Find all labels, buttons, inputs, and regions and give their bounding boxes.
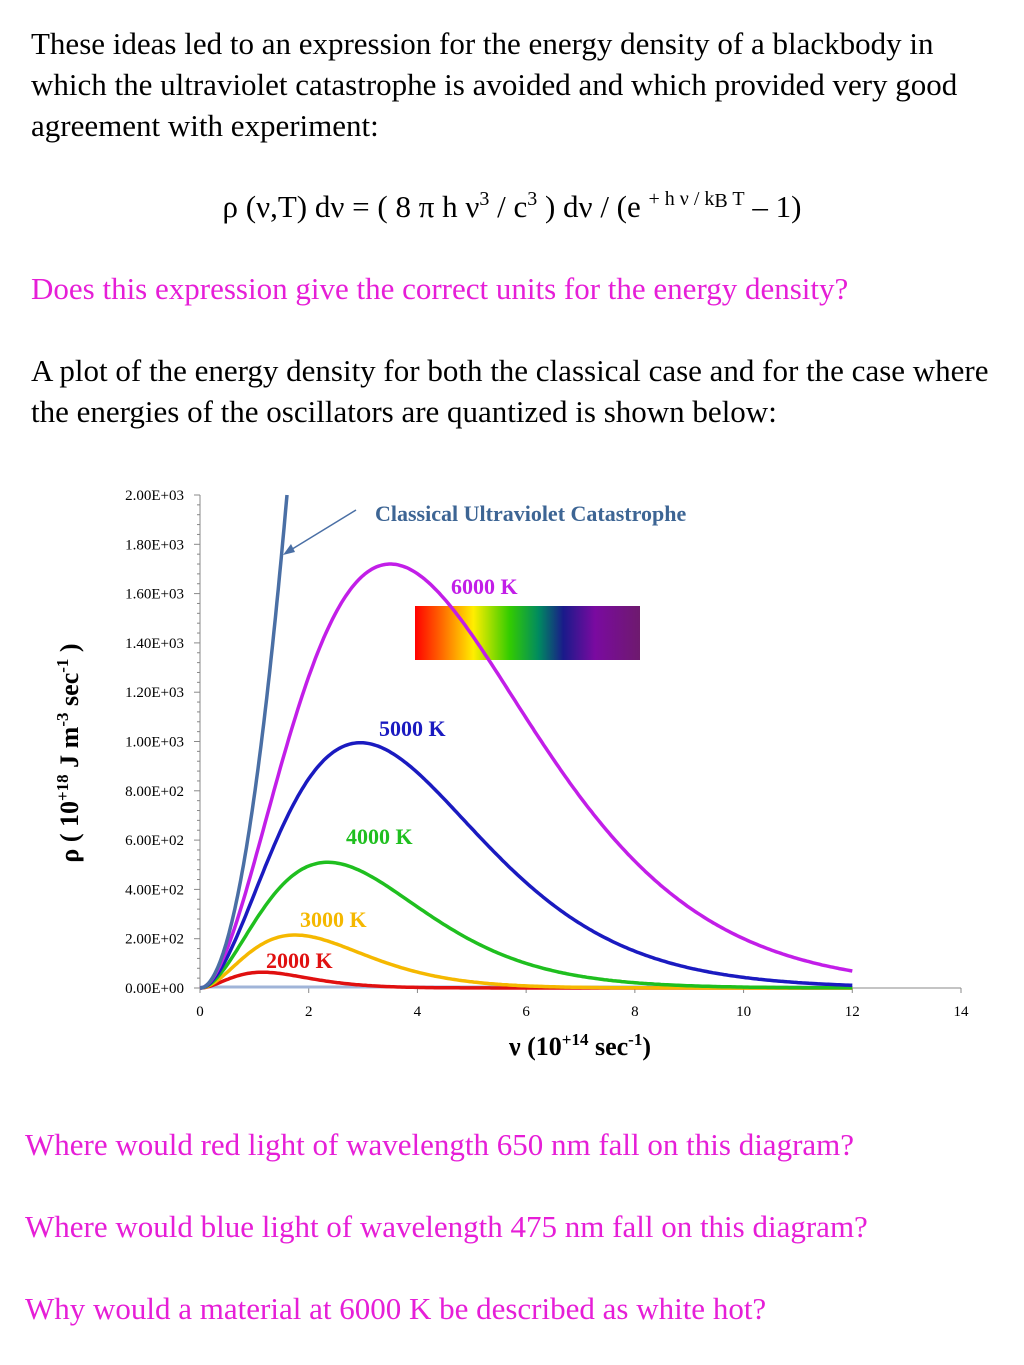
plot-intro-paragraph: A plot of the energy density for both th…	[31, 353, 989, 429]
series-label-2000k: 2000 K	[266, 948, 333, 973]
series-label-3000k: 3000 K	[300, 907, 367, 932]
series-label-4000k: 4000 K	[346, 824, 413, 849]
y-tick-label: 1.80E+03	[125, 537, 184, 553]
red-light-question: Where would red light of wavelength 650 …	[25, 1127, 855, 1162]
y-tick-label: 2.00E+03	[125, 488, 184, 504]
white-hot-question: Why would a material at 6000 K be descri…	[25, 1291, 767, 1326]
y-tick-label: 1.20E+03	[125, 685, 184, 701]
formula-rhs: – 1)	[744, 189, 802, 224]
units-question: Does this expression give the correct un…	[31, 271, 849, 306]
x-tick-label: 2	[305, 1004, 313, 1020]
y-tick-label: 8.00E+02	[125, 784, 184, 800]
formula-pow3b: 3	[527, 188, 538, 210]
y-tick-label: 0.00E+00	[125, 981, 184, 997]
y-tick-label: 1.40E+03	[125, 636, 184, 652]
series-line-classical	[199, 494, 289, 990]
formula-pow3a: 3	[479, 188, 490, 210]
series-line-5000k	[199, 740, 853, 990]
y-tick-label: 6.00E+02	[125, 833, 184, 849]
x-tick-label: 4	[414, 1004, 422, 1020]
blackbody-chart: 0.00E+00 2.00E+02 4.00E+02 6.00E+02 8.00E+02…	[53, 488, 969, 1061]
formula-lhs: ρ (ν,T) dν = ( 8 π h ν	[222, 189, 480, 224]
y-axis-title: ρ ( 10+18 J m-3 sec-1 )	[53, 643, 84, 862]
series-label-5000k: 5000 K	[379, 716, 446, 741]
x-tick-label: 10	[736, 1004, 751, 1020]
y-tick-label: 2.00E+02	[125, 932, 184, 948]
classical-annotation-label: Classical Ultraviolet Catastrophe	[375, 501, 686, 526]
y-tick-labels: 0.00E+00 2.00E+02 4.00E+02 6.00E+02 8.00E+02…	[125, 488, 184, 997]
blue-light-question: Where would blue light of wavelength 475…	[25, 1209, 868, 1244]
chart-curves	[199, 494, 853, 990]
curve-labels: Classical Ultraviolet Catastrophe 6000 K 5…	[266, 501, 686, 973]
x-tick-label: 8	[631, 1004, 639, 1020]
annotation-arrow-line	[288, 509, 357, 552]
x-tick-label: 0	[196, 1004, 204, 1020]
y-tick-label: 1.00E+03	[125, 735, 184, 751]
series-line-6000k	[199, 562, 853, 990]
series-line-4000k	[199, 860, 853, 990]
formula-mid2: ) dν / (e	[537, 189, 649, 224]
y-tick-label: 1.60E+03	[125, 587, 184, 603]
visible-spectrum-bar	[415, 606, 640, 660]
x-tick-labels: 0 2 4 6 8 10 12 14	[196, 1004, 969, 1020]
x-tick-label: 12	[845, 1004, 860, 1020]
intro-paragraph: These ideas led to an expression for the…	[31, 26, 958, 143]
formula-exponent: + h ν / kB T	[648, 188, 745, 212]
x-tick-label: 14	[954, 1004, 970, 1020]
formula-mid: / c	[489, 189, 528, 224]
x-axis-title: ν (10+14 sec-1)	[508, 1030, 651, 1061]
planck-formula: ρ (ν,T) dν = ( 8 π h ν3 / c3 ) dν / (e +…	[0, 186, 1024, 227]
x-tick-label: 6	[522, 1004, 530, 1020]
y-tick-label: 4.00E+02	[125, 882, 184, 898]
annotation-arrow-head	[283, 544, 295, 555]
series-label-6000k: 6000 K	[451, 574, 518, 599]
